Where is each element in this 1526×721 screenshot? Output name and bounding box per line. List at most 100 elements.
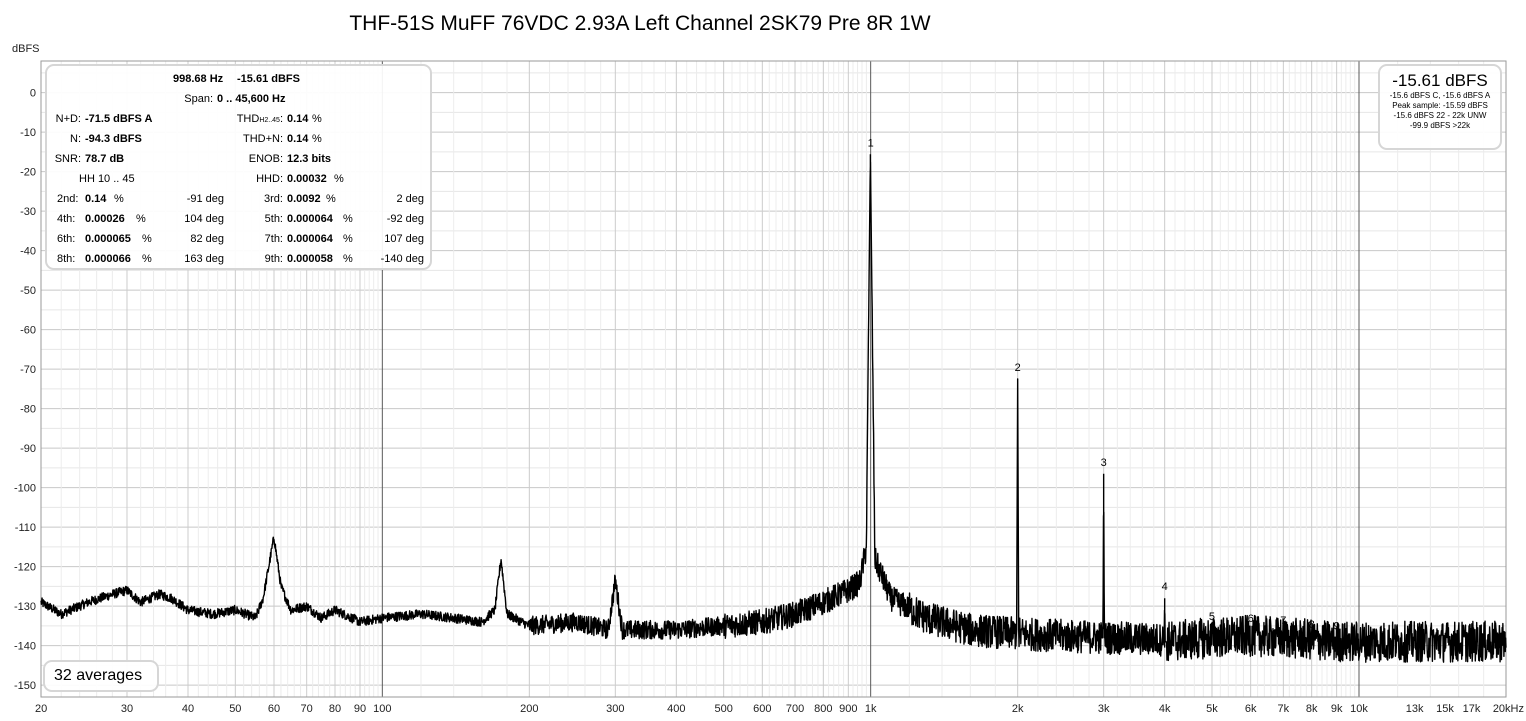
x-tick-label: 6k xyxy=(1245,703,1257,715)
harmonic-marker-label: 1 xyxy=(868,137,874,149)
hhd-pct-unit: % xyxy=(334,173,344,185)
harmonic-marker-label: 2 xyxy=(1015,362,1021,374)
x-tick-label: 500 xyxy=(714,703,732,715)
harmonic-pct-unit: % xyxy=(343,213,353,225)
y-tick-label: -50 xyxy=(20,285,36,297)
peak-detail-line: Peak sample: -15.59 dBFS xyxy=(1392,101,1488,110)
harmonic-pct-unit: % xyxy=(142,233,152,245)
nd-value: -71.5 dBFS A xyxy=(85,113,153,125)
harmonic-pct-unit: % xyxy=(343,233,353,245)
thd-label: THDH2..45: xyxy=(236,113,283,125)
thd-pct-unit: % xyxy=(312,113,322,125)
nd-label: N+D: xyxy=(55,113,81,125)
x-tick-label: 7k xyxy=(1278,703,1290,715)
plot-frame xyxy=(40,60,1507,698)
y-tick-label: 0 xyxy=(30,88,36,100)
x-tick-label: 80 xyxy=(329,703,341,715)
x-tick-label: 5k xyxy=(1206,703,1218,715)
harmonic-marker-label: 9 xyxy=(1334,621,1340,633)
y-tick-label: -130 xyxy=(14,601,36,613)
harmonic-markers: 1 2 3 4 5 6 7 8 9 xyxy=(868,137,1340,632)
y-tick-label: -30 xyxy=(20,206,36,218)
harmonic-phase: 104 deg xyxy=(184,213,224,225)
x-tick-label: 90 xyxy=(354,703,366,715)
harmonic-pct: 0.000066 xyxy=(85,253,131,265)
x-tick-label: 50 xyxy=(229,703,241,715)
harmonic-marker-label: 3 xyxy=(1101,457,1107,469)
peak-level-value: -15.61 dBFS xyxy=(1392,71,1488,90)
harmonic-label: 5th: xyxy=(264,213,283,225)
harmonic-label: 3rd: xyxy=(264,193,283,205)
harmonic-pct-unit: % xyxy=(114,193,124,205)
y-tick-label: -120 xyxy=(14,562,36,574)
y-tick-label: -90 xyxy=(20,443,36,455)
harmonic-pct: 0.000058 xyxy=(287,253,333,265)
y-tick-label: -40 xyxy=(20,246,36,258)
x-tick-label: 900 xyxy=(839,703,857,715)
harmonic-pct-unit: % xyxy=(136,213,146,225)
stats-header-level: -15.61 dBFS xyxy=(237,73,300,85)
x-axis-ticks: 20 30 40 50 60 70 80 90 100 200 300 400 500 600 700 800… xyxy=(35,703,1524,715)
harmonic-phase: -92 deg xyxy=(386,213,424,225)
y-tick-label: -20 xyxy=(20,167,36,179)
y-axis-ticks: 0 -10 -20 -30 -40 -50 -60 -70 -80 -90 -100 -110 -120… xyxy=(14,88,36,693)
harmonic-pct: 0.000064 xyxy=(287,233,333,245)
snr-label: SNR: xyxy=(54,153,81,165)
harmonic-pct: 0.00026 xyxy=(85,213,125,225)
harmonic-pct-unit: % xyxy=(343,253,353,265)
harmonic-marker-label: 4 xyxy=(1162,581,1168,593)
y-tick-label: -80 xyxy=(20,404,36,416)
spectrum-series-line xyxy=(40,154,1507,663)
thd-value: 0.14 xyxy=(287,113,309,125)
thdn-label: THD+N: xyxy=(242,133,283,145)
y-tick-label: -150 xyxy=(14,680,36,692)
measurement-stats-panel: 998.68 Hz -15.61 dBFS Span: 0 .. 45,600 … xyxy=(45,64,432,270)
hh-range-label: HH 10 .. 45 xyxy=(79,173,135,185)
averages-indicator: 32 averages xyxy=(43,660,159,692)
harmonic-phase: 82 deg xyxy=(190,233,224,245)
peak-level-panel: -15.61 dBFS -15.6 dBFS C, -15.6 dBFS A P… xyxy=(1378,64,1502,150)
harmonic-phase: 107 deg xyxy=(384,233,424,245)
x-tick-label: 17k xyxy=(1463,703,1481,715)
x-tick-label: 200 xyxy=(520,703,538,715)
thdn-value: 0.14 xyxy=(287,133,309,145)
snr-value: 78.7 dB xyxy=(85,153,125,165)
y-tick-label: -100 xyxy=(14,483,36,495)
y-tick-label: -140 xyxy=(14,641,36,653)
x-tick-label: 4k xyxy=(1159,703,1171,715)
harmonic-pct: 0.000065 xyxy=(85,233,131,245)
harmonic-marker-label: 7 xyxy=(1280,615,1286,627)
x-tick-label: 800 xyxy=(814,703,832,715)
n-label: N: xyxy=(70,133,81,145)
harmonic-phase: 2 deg xyxy=(396,193,424,205)
harmonic-label: 2nd: xyxy=(57,193,79,205)
span-value: 0 .. 45,600 Hz xyxy=(217,93,286,105)
peak-detail-line: -99.9 dBFS >22k xyxy=(1409,121,1471,130)
x-tick-label: 300 xyxy=(606,703,624,715)
y-tick-label: -70 xyxy=(20,364,36,376)
x-tick-label: 10k xyxy=(1350,703,1368,715)
x-tick-label: 9k xyxy=(1331,703,1343,715)
peak-detail-line: -15.6 dBFS 22 - 22k UNW xyxy=(1393,111,1487,120)
x-tick-label: 700 xyxy=(786,703,804,715)
y-tick-label: -60 xyxy=(20,325,36,337)
x-tick-label: 30 xyxy=(121,703,133,715)
x-tick-label: 3k xyxy=(1098,703,1110,715)
x-tick-label: 100 xyxy=(373,703,391,715)
y-tick-label: -110 xyxy=(15,522,36,534)
enob-label: ENOB: xyxy=(248,153,283,165)
n-value: -94.3 dBFS xyxy=(85,133,142,145)
x-tick-label: 1k xyxy=(865,703,877,715)
x-tick-label: 20kHz xyxy=(1493,703,1524,715)
harmonic-phase: -91 deg xyxy=(186,193,224,205)
harmonic-label: 4th: xyxy=(57,213,76,225)
x-tick-label: 400 xyxy=(667,703,685,715)
x-tick-label: 13k xyxy=(1406,703,1424,715)
hhd-label: HHD: xyxy=(256,173,283,185)
harmonic-label: 9th: xyxy=(264,253,283,265)
harmonic-phase: 163 deg xyxy=(184,253,224,265)
harmonic-label: 7th: xyxy=(264,233,283,245)
x-tick-label: 70 xyxy=(301,703,313,715)
harmonic-pct-unit: % xyxy=(142,253,152,265)
y-tick-label: -10 xyxy=(20,127,36,139)
